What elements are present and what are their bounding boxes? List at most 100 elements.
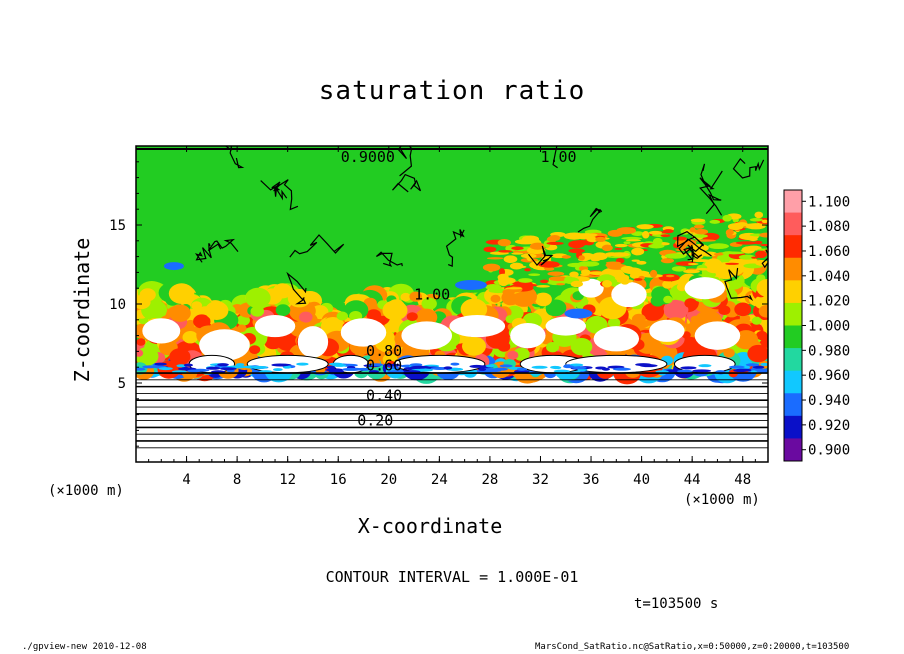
contour-line bbox=[678, 238, 712, 261]
field-blob bbox=[614, 274, 630, 282]
field-blob bbox=[635, 363, 652, 367]
field-blob bbox=[738, 254, 756, 260]
field-blob bbox=[620, 265, 634, 272]
field-blob bbox=[631, 247, 645, 256]
field-blob bbox=[607, 229, 623, 237]
field-blob bbox=[499, 364, 513, 368]
field-blob bbox=[735, 241, 758, 245]
field-blob bbox=[642, 231, 650, 239]
field-blob bbox=[601, 280, 612, 288]
field-blob bbox=[561, 255, 571, 259]
field-blob bbox=[169, 304, 191, 322]
contour-label: 0.9000 bbox=[341, 148, 395, 166]
field-blob bbox=[709, 219, 721, 224]
field-blob bbox=[747, 344, 768, 363]
field-blob bbox=[672, 236, 687, 241]
contour-line bbox=[445, 229, 465, 267]
field-blob bbox=[421, 297, 437, 310]
field-blob bbox=[168, 283, 195, 304]
field-blob bbox=[725, 260, 745, 276]
contour-label: 1.00 bbox=[414, 285, 450, 303]
y-tick-label: 10 bbox=[109, 297, 126, 313]
field-blob bbox=[652, 237, 663, 246]
field-blob bbox=[370, 352, 381, 361]
contour-line bbox=[397, 146, 413, 177]
field-blob bbox=[183, 363, 193, 367]
contour-line bbox=[552, 146, 565, 169]
colorbar-swatch bbox=[784, 325, 802, 349]
contour-line bbox=[676, 231, 705, 253]
field-blob bbox=[684, 298, 697, 309]
contour-label: 0.80 bbox=[366, 342, 402, 360]
field-blob bbox=[718, 305, 731, 316]
field-blob bbox=[154, 362, 167, 366]
field-blob bbox=[514, 369, 530, 373]
field-blob bbox=[547, 271, 565, 276]
field-blob bbox=[601, 244, 613, 252]
field-blob bbox=[641, 302, 665, 321]
field-blob bbox=[590, 258, 601, 262]
field-blob bbox=[502, 288, 515, 296]
field-blob bbox=[609, 252, 630, 257]
contour-line bbox=[392, 173, 422, 193]
field-blob bbox=[758, 305, 768, 318]
contour-labels: 0.9000 1.00 1.00 0.800.60 0.40 0.20 bbox=[341, 148, 577, 430]
field-white-patch bbox=[694, 321, 741, 350]
field-blob bbox=[356, 367, 372, 371]
field-white-patch bbox=[254, 315, 296, 338]
field-blob bbox=[569, 271, 579, 278]
field-blob bbox=[690, 218, 706, 223]
field-blob bbox=[614, 247, 623, 250]
field-blob bbox=[623, 241, 631, 245]
field-blob bbox=[570, 338, 593, 356]
field-white-patch bbox=[593, 326, 640, 352]
field-blob bbox=[569, 363, 584, 367]
field-blob bbox=[741, 246, 756, 254]
colorbar-swatch bbox=[784, 212, 802, 236]
colorbar: 1.100 1.080 1.060 1.040 1.020 1.000 0.980 0.960… bbox=[783, 189, 850, 462]
x-tick-label: 32 bbox=[532, 472, 549, 488]
field-blob bbox=[687, 262, 699, 266]
field-blob bbox=[658, 273, 680, 282]
x-tick-label: 12 bbox=[279, 472, 296, 488]
field-blob bbox=[520, 238, 540, 243]
contour-label: 1.00 bbox=[540, 148, 576, 166]
field-blob bbox=[680, 366, 697, 370]
field-blob bbox=[698, 364, 712, 368]
contour-line bbox=[194, 243, 212, 263]
field-blob bbox=[531, 365, 548, 369]
colorbar-swatch bbox=[784, 370, 802, 394]
field-blob bbox=[503, 255, 518, 263]
colorbar-label: 1.000 bbox=[808, 319, 850, 335]
colorbar-swatch bbox=[784, 235, 802, 259]
field-blob bbox=[482, 263, 501, 272]
contour-line bbox=[275, 179, 299, 211]
field-blob bbox=[182, 331, 199, 344]
field-blob bbox=[662, 229, 674, 234]
field-blob bbox=[660, 234, 671, 238]
field-blob bbox=[568, 240, 585, 249]
field-blob bbox=[761, 219, 768, 224]
chart-title: saturation ratio bbox=[318, 76, 586, 106]
field-blob bbox=[690, 259, 712, 263]
x-tick-label: 44 bbox=[684, 472, 701, 488]
field-blob bbox=[633, 278, 643, 281]
field-blob bbox=[663, 299, 689, 320]
y-axis-label: Z-coordinate bbox=[70, 237, 94, 383]
field-blob bbox=[577, 261, 600, 267]
field-blob bbox=[299, 311, 313, 323]
field-blob bbox=[760, 243, 768, 247]
field-blob bbox=[749, 218, 763, 222]
field-blob bbox=[142, 365, 158, 369]
colorbar-label: 0.980 bbox=[808, 343, 850, 359]
field-blob bbox=[409, 291, 423, 302]
contour-line bbox=[577, 207, 603, 233]
field-blob bbox=[621, 236, 643, 240]
field-blob bbox=[748, 237, 758, 242]
field-blob bbox=[528, 273, 541, 277]
field-blob bbox=[577, 235, 591, 240]
field-blob bbox=[545, 303, 563, 316]
contour-line bbox=[289, 234, 345, 258]
x-tick-label: 16 bbox=[330, 472, 347, 488]
